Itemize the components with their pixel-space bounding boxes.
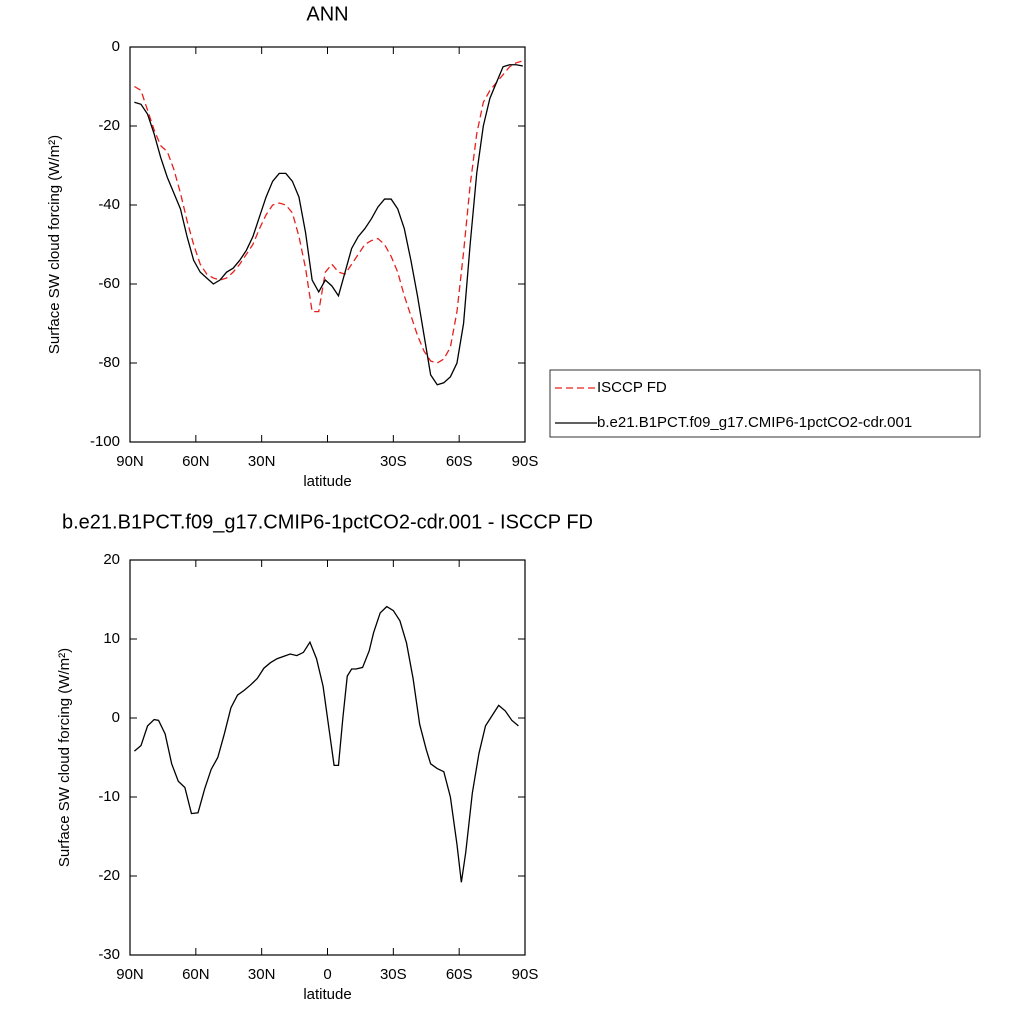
data-line: [133, 605, 519, 883]
x-tick-label: 30S: [380, 453, 407, 470]
y-tick-label: -80: [98, 354, 120, 371]
x-tick-label: 60N: [182, 966, 210, 983]
x-tick-label: 60N: [182, 453, 210, 470]
legend-label: ISCCP FD: [597, 379, 667, 396]
x-tick-label: 90S: [512, 966, 539, 983]
y-tick-label: -30: [98, 946, 120, 963]
data-line: [134, 60, 523, 364]
plot-frame: [129, 559, 526, 956]
y-tick-label: -40: [98, 196, 120, 213]
legend-label: b.e21.B1PCT.f09_g17.CMIP6-1pctCO2-cdr.00…: [597, 414, 912, 431]
y-tick-label: -100: [90, 433, 120, 450]
y-tick-label: 20: [103, 551, 120, 568]
x-tick-label: 90S: [512, 453, 539, 470]
legend-box: [549, 369, 981, 438]
y-tick-label: 10: [103, 630, 120, 647]
y-axis-label: Surface SW cloud forcing (W/m²): [46, 135, 63, 354]
y-tick-label: 0: [112, 709, 120, 726]
x-tick-label: 90N: [116, 453, 144, 470]
y-tick-label: -20: [98, 867, 120, 884]
x-tick-label: 0: [323, 966, 331, 983]
x-tick-label: 30S: [380, 966, 407, 983]
x-tick-label: 60S: [446, 966, 473, 983]
x-tick-label: 30N: [248, 966, 276, 983]
y-tick-label: -20: [98, 117, 120, 134]
y-axis-label: Surface SW cloud forcing (W/m²): [56, 648, 73, 867]
y-tick-label: -10: [98, 788, 120, 805]
chart-title: b.e21.B1PCT.f09_g17.CMIP6-1pctCO2-cdr.00…: [62, 511, 593, 533]
x-tick-label: 90N: [116, 966, 144, 983]
x-tick-label: 30N: [248, 453, 276, 470]
chart-title: ANN: [306, 3, 348, 25]
y-tick-label: -60: [98, 275, 120, 292]
x-axis-label: latitude: [303, 473, 351, 490]
y-tick-label: 0: [112, 38, 120, 55]
data-line: [134, 64, 523, 386]
x-tick-label: 60S: [446, 453, 473, 470]
x-axis-label: latitude: [303, 986, 351, 1003]
